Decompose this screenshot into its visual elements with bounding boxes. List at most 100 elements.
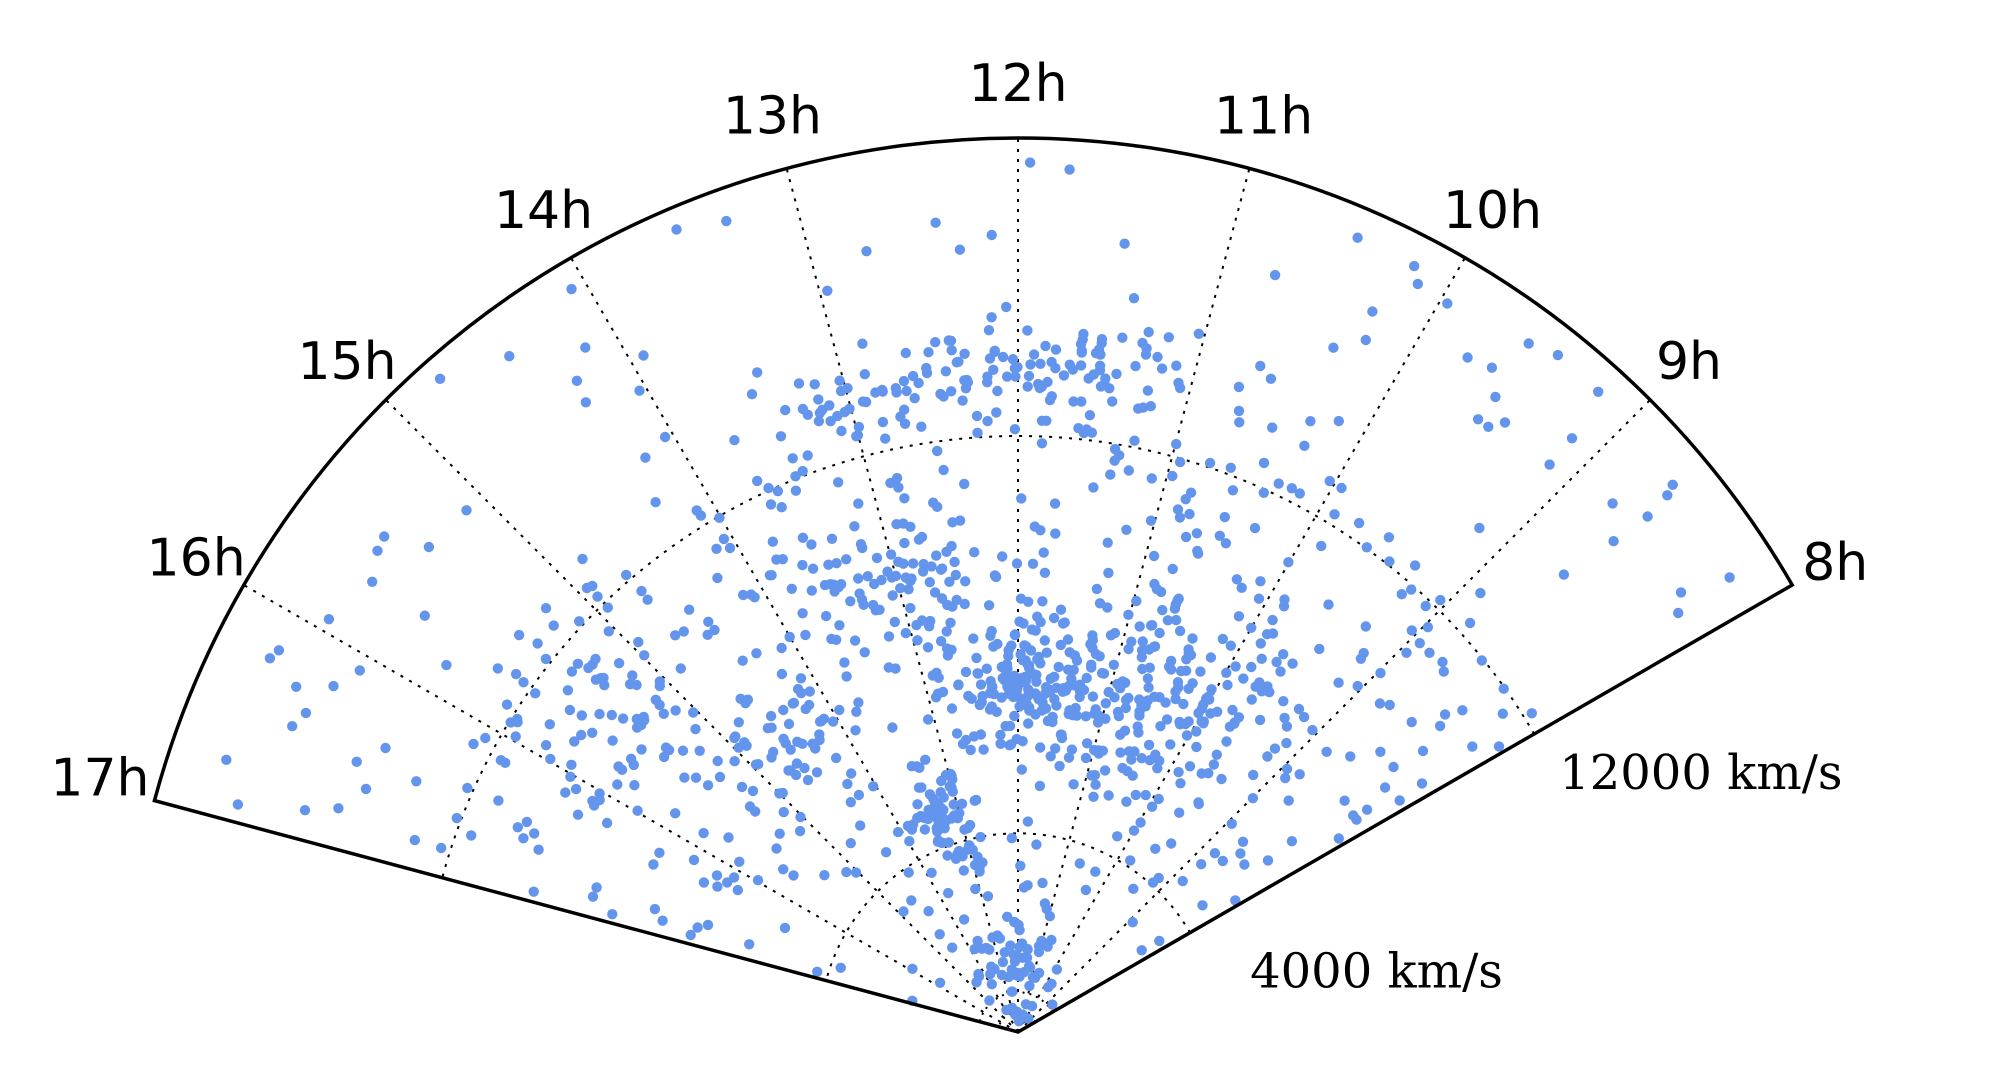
- galaxy-point: [751, 648, 762, 659]
- galaxy-point: [518, 677, 529, 688]
- galaxy-point: [795, 673, 807, 684]
- galaxy-point: [986, 312, 997, 323]
- galaxy-point: [510, 668, 522, 680]
- galaxy-point: [1416, 778, 1428, 789]
- galaxy-point: [1439, 709, 1451, 720]
- galaxy-point: [461, 505, 472, 516]
- galaxy-point: [1281, 721, 1293, 732]
- galaxy-point: [1105, 630, 1117, 641]
- galaxy-point: [930, 337, 941, 348]
- galaxy-point: [591, 882, 602, 893]
- galaxy-point: [1673, 607, 1684, 619]
- galaxy-point: [1283, 795, 1294, 806]
- galaxy-point: [1383, 532, 1395, 543]
- galaxy-point: [826, 633, 837, 645]
- galaxy-point: [834, 375, 845, 386]
- galaxy-point: [819, 870, 830, 881]
- galaxy-point: [958, 914, 970, 925]
- galaxy-point: [1051, 682, 1062, 693]
- galaxy-point: [636, 585, 647, 597]
- galaxy-point: [1034, 780, 1046, 792]
- galaxy-point: [1184, 761, 1196, 772]
- galaxy-point: [899, 418, 911, 429]
- galaxy-point: [1379, 782, 1391, 793]
- galaxy-point: [1148, 550, 1160, 562]
- galaxy-point: [739, 737, 750, 748]
- galaxy-point: [829, 586, 840, 597]
- galaxy-point: [702, 780, 714, 791]
- galaxy-point: [565, 771, 576, 782]
- galaxy-point: [1165, 664, 1177, 675]
- galaxy-point: [587, 891, 599, 902]
- galaxy-point: [1145, 401, 1157, 412]
- galaxy-point: [903, 867, 914, 878]
- galaxy-point: [1059, 617, 1070, 628]
- galaxy-point: [857, 338, 868, 349]
- galaxy-point: [434, 373, 446, 384]
- galaxy-point: [544, 719, 555, 730]
- hour-tick-label: 15h: [297, 332, 396, 392]
- galaxy-point: [788, 870, 799, 881]
- galaxy-point: [1088, 369, 1100, 380]
- galaxy-point: [587, 580, 598, 592]
- galaxy-point: [802, 774, 814, 786]
- galaxy-point: [702, 919, 714, 931]
- galaxy-point: [1336, 482, 1347, 494]
- galaxy-point: [1174, 625, 1186, 637]
- galaxy-point: [718, 533, 730, 545]
- galaxy-point: [1073, 423, 1084, 434]
- galaxy-point: [778, 704, 789, 716]
- galaxy-point: [975, 831, 986, 843]
- galaxy-point: [1233, 611, 1245, 622]
- galaxy-point: [1321, 746, 1332, 757]
- galaxy-point: [1462, 352, 1473, 363]
- galaxy-point: [1035, 525, 1046, 536]
- galaxy-point: [621, 569, 632, 581]
- galaxy-point: [1029, 972, 1041, 983]
- galaxy-point: [926, 867, 937, 878]
- galaxy-point: [1191, 726, 1202, 737]
- galaxy-point: [712, 755, 723, 767]
- galaxy-point: [367, 576, 378, 587]
- galaxy-point: [1476, 655, 1488, 666]
- galaxy-point: [959, 348, 970, 359]
- galaxy-point: [528, 886, 539, 897]
- galaxy-point: [1265, 373, 1277, 384]
- galaxy-point: [948, 799, 959, 810]
- galaxy-point: [1150, 843, 1161, 854]
- galaxy-point: [1278, 696, 1289, 707]
- galaxy-point: [723, 832, 734, 843]
- galaxy-point: [685, 929, 696, 941]
- galaxy-point: [1011, 558, 1023, 569]
- galaxy-point: [1409, 260, 1420, 272]
- galaxy-point: [814, 734, 825, 746]
- galaxy-point: [861, 246, 872, 257]
- galaxy-point: [816, 715, 827, 727]
- galaxy-point: [1438, 666, 1450, 677]
- galaxy-point: [951, 728, 963, 739]
- galaxy-point: [738, 589, 749, 601]
- galaxy-point: [802, 409, 813, 420]
- galaxy-point: [1249, 522, 1261, 534]
- galaxy-point: [1198, 716, 1210, 727]
- galaxy-point: [842, 778, 853, 790]
- galaxy-point: [1089, 769, 1101, 781]
- galaxy-point: [1074, 679, 1086, 690]
- galaxy-point: [948, 810, 960, 821]
- galaxy-point: [771, 843, 782, 854]
- galaxy-point: [1009, 710, 1020, 722]
- galaxy-point: [1273, 478, 1284, 489]
- galaxy-point: [1090, 779, 1101, 790]
- galaxy-point: [1420, 600, 1431, 612]
- galaxy-point: [1255, 638, 1267, 649]
- galaxy-point: [540, 603, 552, 614]
- galaxy-point: [1004, 720, 1016, 732]
- galaxy-point: [654, 680, 665, 692]
- galaxy-point: [500, 757, 511, 768]
- galaxy-point: [1667, 479, 1678, 490]
- galaxy-point: [1074, 691, 1085, 703]
- galaxy-point: [746, 389, 758, 400]
- galaxy-point: [540, 740, 552, 751]
- galaxy-point: [1414, 638, 1426, 649]
- galaxy-point: [853, 421, 865, 433]
